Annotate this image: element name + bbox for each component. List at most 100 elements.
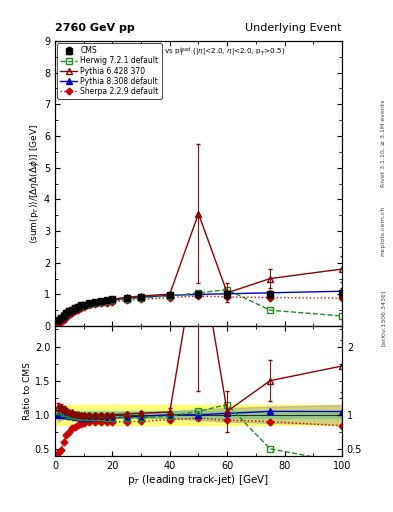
Herwig 7.2.1 default bbox=[75, 304, 80, 310]
Text: [arXiv:1306.3436]: [arXiv:1306.3436] bbox=[381, 289, 386, 346]
Pythia 8.308 default bbox=[167, 292, 172, 298]
Herwig 7.2.1 default bbox=[167, 293, 172, 299]
Sherpa 2.2.9 default bbox=[81, 304, 86, 310]
Pythia 6.428 370 bbox=[73, 305, 77, 311]
Pythia 6.428 370 bbox=[104, 297, 109, 303]
Pythia 8.308 default bbox=[75, 304, 80, 310]
Herwig 7.2.1 default bbox=[61, 312, 66, 318]
Herwig 7.2.1 default bbox=[55, 317, 60, 323]
Bar bbox=[55, 404, 342, 425]
Sherpa 2.2.9 default bbox=[55, 321, 60, 327]
Sherpa 2.2.9 default bbox=[59, 319, 63, 325]
Pythia 8.308 default bbox=[268, 290, 273, 296]
Herwig 7.2.1 default bbox=[81, 302, 86, 308]
Herwig 7.2.1 default bbox=[268, 307, 273, 313]
Sherpa 2.2.9 default bbox=[67, 312, 72, 318]
Herwig 7.2.1 default bbox=[225, 287, 230, 293]
Pythia 8.308 default bbox=[55, 317, 60, 324]
Pythia 8.308 default bbox=[99, 298, 103, 305]
Text: 2760 GeV pp: 2760 GeV pp bbox=[55, 23, 135, 33]
Text: Underlying Event: Underlying Event bbox=[245, 23, 342, 33]
Pythia 8.308 default bbox=[59, 315, 63, 321]
Y-axis label: $\langle$sum(p$_T$)$\rangle$/[$\Delta\eta\Delta(\Delta\phi)$] [GeV]: $\langle$sum(p$_T$)$\rangle$/[$\Delta\et… bbox=[28, 123, 41, 244]
Pythia 6.428 370 bbox=[225, 290, 230, 296]
Herwig 7.2.1 default bbox=[340, 313, 344, 319]
Pythia 6.428 370 bbox=[79, 303, 83, 309]
Pythia 6.428 370 bbox=[167, 291, 172, 297]
Sherpa 2.2.9 default bbox=[61, 316, 66, 323]
Pythia 6.428 370 bbox=[61, 312, 66, 318]
Text: Average $\Sigma$(p$_T$) vs p$_T^{lead}$ ($|\eta|$<2.0, $\eta|$<2.0, p$_T$>0.5): Average $\Sigma$(p$_T$) vs p$_T^{lead}$ … bbox=[111, 45, 286, 58]
Pythia 8.308 default bbox=[61, 312, 66, 318]
Pythia 6.428 370 bbox=[55, 316, 60, 323]
Sherpa 2.2.9 default bbox=[99, 300, 103, 306]
Pythia 8.308 default bbox=[196, 291, 201, 297]
Pythia 6.428 370 bbox=[196, 210, 201, 217]
Pythia 6.428 370 bbox=[99, 297, 103, 304]
Text: mcplots.cern.ch: mcplots.cern.ch bbox=[381, 205, 386, 255]
Sherpa 2.2.9 default bbox=[268, 294, 273, 301]
Pythia 8.308 default bbox=[67, 308, 72, 314]
Pythia 8.308 default bbox=[73, 306, 77, 312]
Herwig 7.2.1 default bbox=[87, 301, 92, 307]
Pythia 8.308 default bbox=[104, 298, 109, 304]
Pythia 8.308 default bbox=[125, 295, 129, 302]
Line: Sherpa 2.2.9 default: Sherpa 2.2.9 default bbox=[55, 293, 344, 326]
Sherpa 2.2.9 default bbox=[70, 310, 75, 316]
Pythia 8.308 default bbox=[340, 288, 344, 294]
Herwig 7.2.1 default bbox=[104, 298, 109, 304]
Sherpa 2.2.9 default bbox=[125, 297, 129, 304]
Sherpa 2.2.9 default bbox=[75, 307, 80, 313]
Pythia 8.308 default bbox=[225, 291, 230, 297]
Sherpa 2.2.9 default bbox=[93, 301, 97, 307]
Pythia 8.308 default bbox=[93, 300, 97, 306]
Pythia 8.308 default bbox=[110, 297, 115, 304]
Herwig 7.2.1 default bbox=[64, 310, 69, 316]
Sherpa 2.2.9 default bbox=[79, 305, 83, 311]
Pythia 8.308 default bbox=[139, 294, 143, 301]
Pythia 6.428 370 bbox=[75, 304, 80, 310]
Sherpa 2.2.9 default bbox=[225, 294, 230, 300]
Pythia 6.428 370 bbox=[125, 294, 129, 301]
Pythia 8.308 default bbox=[81, 303, 86, 309]
Pythia 8.308 default bbox=[64, 310, 69, 316]
Sherpa 2.2.9 default bbox=[110, 299, 115, 305]
Sherpa 2.2.9 default bbox=[104, 300, 109, 306]
Herwig 7.2.1 default bbox=[93, 300, 97, 306]
Herwig 7.2.1 default bbox=[79, 303, 83, 309]
Pythia 6.428 370 bbox=[268, 275, 273, 282]
X-axis label: p$_T$ (leading track-jet) [GeV]: p$_T$ (leading track-jet) [GeV] bbox=[127, 473, 270, 487]
Sherpa 2.2.9 default bbox=[167, 294, 172, 301]
Herwig 7.2.1 default bbox=[196, 290, 201, 296]
Pythia 6.428 370 bbox=[67, 308, 72, 314]
Pythia 6.428 370 bbox=[87, 300, 92, 306]
Sherpa 2.2.9 default bbox=[73, 308, 77, 314]
Pythia 6.428 370 bbox=[110, 296, 115, 302]
Pythia 6.428 370 bbox=[93, 298, 97, 305]
Sherpa 2.2.9 default bbox=[87, 303, 92, 309]
Pythia 6.428 370 bbox=[340, 266, 344, 272]
Sherpa 2.2.9 default bbox=[64, 314, 69, 321]
Bar bbox=[55, 411, 342, 418]
Pythia 6.428 370 bbox=[70, 306, 75, 312]
Legend: CMS, Herwig 7.2.1 default, Pythia 6.428 370, Pythia 8.308 default, Sherpa 2.2.9 : CMS, Herwig 7.2.1 default, Pythia 6.428 … bbox=[57, 43, 162, 99]
Pythia 6.428 370 bbox=[139, 293, 143, 299]
Herwig 7.2.1 default bbox=[59, 314, 63, 321]
Herwig 7.2.1 default bbox=[73, 305, 77, 311]
Herwig 7.2.1 default bbox=[67, 308, 72, 314]
Herwig 7.2.1 default bbox=[70, 307, 75, 313]
Sherpa 2.2.9 default bbox=[139, 296, 143, 303]
Sherpa 2.2.9 default bbox=[340, 295, 344, 301]
Y-axis label: Ratio to CMS: Ratio to CMS bbox=[23, 362, 32, 420]
Line: Pythia 6.428 370: Pythia 6.428 370 bbox=[54, 210, 345, 323]
Herwig 7.2.1 default bbox=[139, 295, 143, 301]
Sherpa 2.2.9 default bbox=[196, 293, 201, 299]
Pythia 8.308 default bbox=[87, 301, 92, 307]
Herwig 7.2.1 default bbox=[125, 296, 129, 302]
Text: Rivet 3.1.10, ≥ 3.1M events: Rivet 3.1.10, ≥ 3.1M events bbox=[381, 100, 386, 187]
Pythia 6.428 370 bbox=[81, 302, 86, 308]
Line: Herwig 7.2.1 default: Herwig 7.2.1 default bbox=[55, 287, 345, 323]
Herwig 7.2.1 default bbox=[110, 297, 115, 304]
Pythia 6.428 370 bbox=[59, 314, 63, 321]
Pythia 6.428 370 bbox=[64, 309, 69, 315]
